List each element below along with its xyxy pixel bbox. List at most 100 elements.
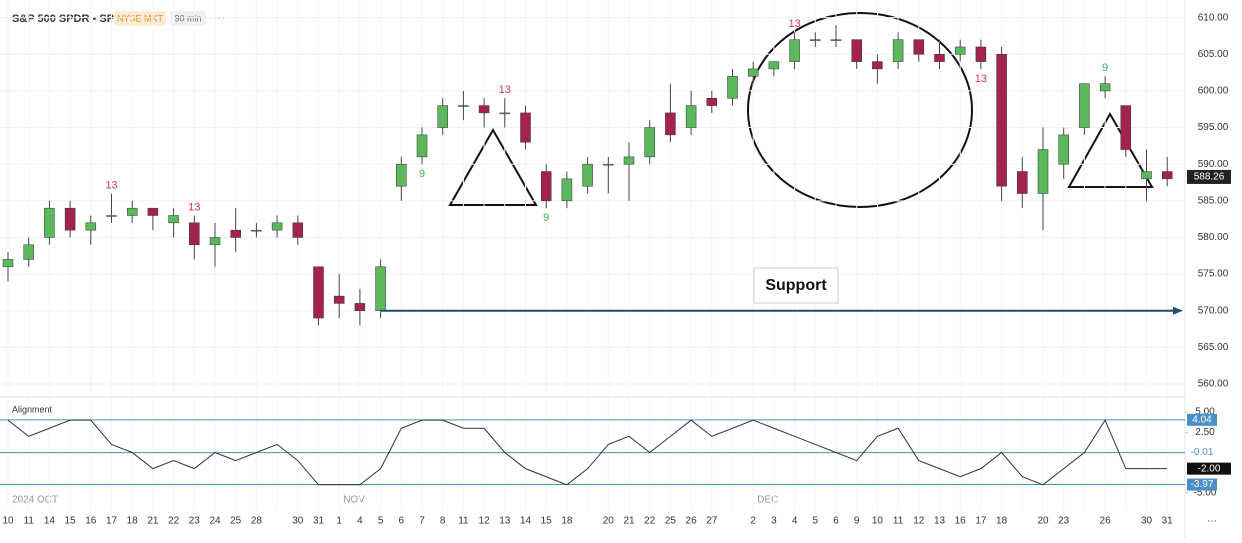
- candle-body: [64, 207, 76, 231]
- x-tick-label: 20: [603, 516, 615, 527]
- interval-badge: [170, 11, 206, 26]
- x-tick-label: 11: [24, 516, 35, 527]
- support-label: Support: [765, 277, 827, 294]
- triangle: [1067, 111, 1154, 188]
- y-tick-label: 590.00: [1198, 159, 1229, 170]
- candle-body: [251, 229, 262, 232]
- x-tick-label: 13: [499, 516, 511, 527]
- td-label: 13: [188, 201, 200, 213]
- level-label: 4.04: [1192, 414, 1212, 425]
- candle-body: [23, 244, 34, 260]
- x-tick-label: 4: [357, 516, 363, 527]
- candle-body: [1058, 134, 1069, 165]
- exchange: NYSE MKT: [117, 13, 164, 23]
- x-tick-label: 30: [292, 516, 304, 527]
- y-tick-label: 600.00: [1198, 86, 1229, 97]
- x-tick-label: 23: [189, 516, 201, 527]
- candle-body: [375, 266, 386, 311]
- candle-body: [623, 156, 635, 165]
- td-label: 9: [543, 212, 549, 224]
- ellipse: [747, 12, 973, 208]
- x-tick-label: 4: [792, 516, 798, 527]
- x-tick-label: 12: [479, 516, 491, 527]
- candle-body: [603, 163, 614, 166]
- x-tick-label: 13: [934, 516, 946, 527]
- candle-body: [954, 46, 966, 55]
- x-tick-label: 9: [854, 516, 860, 527]
- y-tick-label: 2.50: [1195, 427, 1215, 438]
- indicator-title: Alignment: [12, 404, 53, 414]
- candle-body: [934, 54, 945, 62]
- triangle: [448, 127, 538, 206]
- x-tick-label: 31: [1162, 516, 1174, 527]
- candle-body: [271, 222, 283, 231]
- x-tick-label: 8: [440, 516, 446, 527]
- candle-body: [85, 222, 97, 231]
- level-badge: [1187, 413, 1217, 426]
- candle-body: [913, 39, 925, 55]
- td-label: 9: [1102, 62, 1108, 74]
- month-label: NOV: [343, 495, 365, 506]
- candle-body: [126, 207, 138, 216]
- indicator-last-label: -2.00: [1198, 463, 1221, 474]
- candle-body: [540, 171, 552, 202]
- x-tick-label: 10: [872, 516, 884, 527]
- candle-body: [727, 76, 738, 99]
- candle-body: [1017, 171, 1028, 194]
- candle-body: [106, 215, 117, 217]
- x-tick-label: 21: [623, 516, 635, 527]
- x-tick-label: 20: [1037, 516, 1049, 527]
- x-tick-label: 12: [913, 516, 925, 527]
- last-price-box: [1187, 169, 1231, 184]
- x-tick-label: 22: [644, 516, 656, 527]
- candle-body: [561, 178, 573, 202]
- y-tick-label: 570.00: [1198, 305, 1229, 316]
- x-tick-label: 17: [975, 516, 987, 527]
- header: S&P 500 SPDR • SPY NYSE MKT 90 min ···: [12, 11, 225, 26]
- x-tick-label: 14: [520, 516, 532, 527]
- x-tick-label: 3: [771, 516, 777, 527]
- x-tick-label: 18: [127, 516, 139, 527]
- axis-menu[interactable]: ···: [1207, 516, 1217, 527]
- candle-body: [230, 229, 241, 238]
- level-label: -0.01: [1191, 447, 1214, 458]
- y-tick-label: 565.00: [1198, 342, 1229, 353]
- candle-body: [892, 39, 904, 62]
- month-label: DEC: [757, 495, 778, 506]
- x-tick-label: 25: [230, 516, 242, 527]
- arrow-head: [1173, 306, 1183, 315]
- candle-body: [2, 259, 14, 268]
- x-tick-label: 11: [893, 516, 904, 527]
- candle-body: [1161, 171, 1173, 180]
- candle-body: [189, 222, 200, 246]
- x-tick-label: 16: [85, 516, 97, 527]
- candle-body: [1120, 105, 1132, 150]
- candle-body: [789, 39, 800, 62]
- x-tick-label: 24: [209, 516, 221, 527]
- symbol: S&P 500 SPDR • SPY: [12, 13, 122, 25]
- candle-body: [354, 303, 366, 311]
- x-tick-label: 17: [106, 516, 118, 527]
- x-tick-label: 30: [1141, 516, 1153, 527]
- candle-body: [665, 112, 676, 136]
- candle-body: [996, 54, 1007, 187]
- x-tick-label: 6: [399, 516, 405, 527]
- support-box: [753, 267, 839, 304]
- indicator-last-box: [1187, 462, 1231, 475]
- y-tick-label: 580.00: [1198, 232, 1229, 243]
- x-tick-label: 15: [65, 516, 77, 527]
- td-label: 13: [975, 73, 987, 85]
- x-tick-label: 27: [706, 516, 718, 527]
- x-tick-label: 2: [750, 516, 756, 527]
- x-tick-label: 26: [686, 516, 698, 527]
- candle-body: [458, 105, 469, 107]
- candle-body: [685, 105, 697, 128]
- x-tick-label: 28: [251, 516, 263, 527]
- x-tick-label: 10: [2, 516, 14, 527]
- candle-body: [872, 61, 883, 70]
- y-tick-label: 605.00: [1198, 49, 1229, 60]
- x-tick-label: 18: [561, 516, 573, 527]
- month-label: 2024 OCT: [12, 495, 58, 506]
- x-tick-label: 15: [541, 516, 553, 527]
